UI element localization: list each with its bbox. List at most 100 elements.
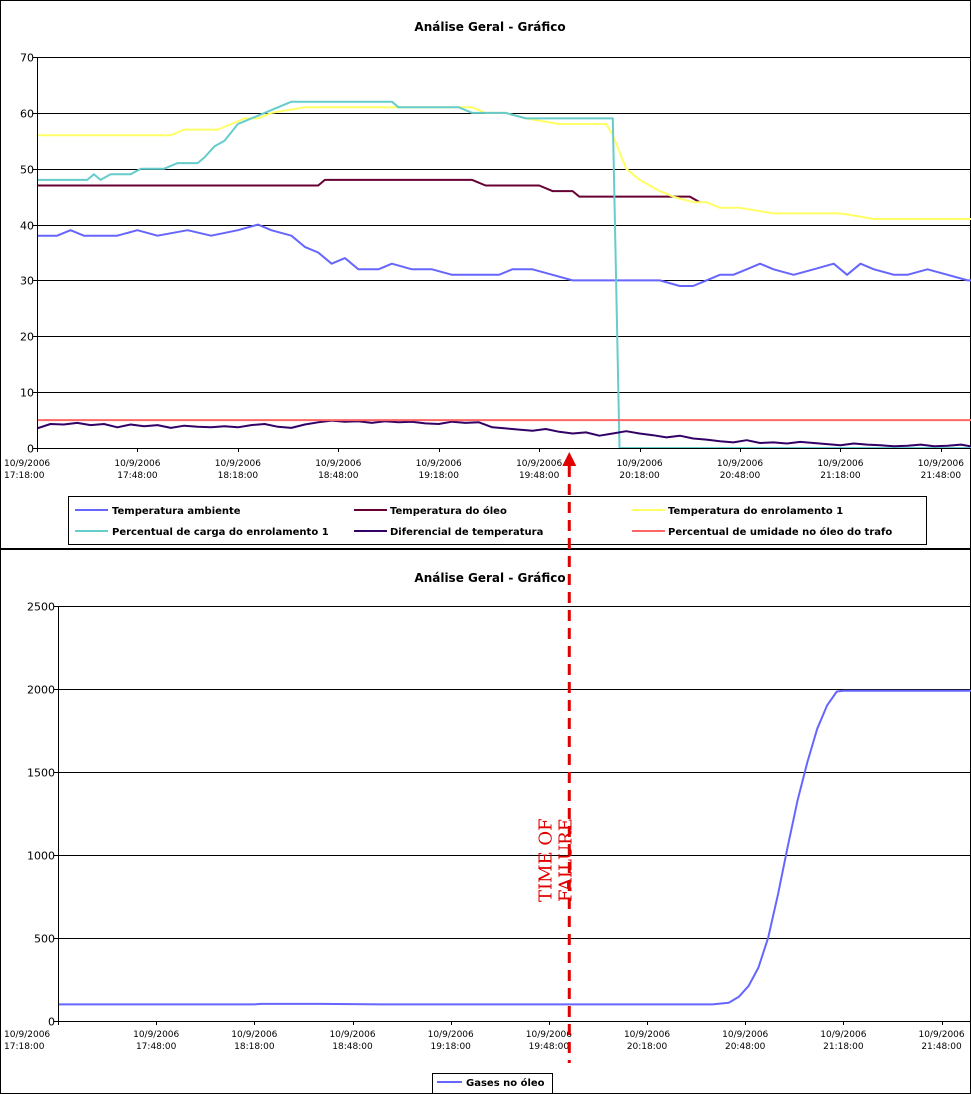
x-tick-label-8: 10/9/2006 21:18:00: [820, 1030, 866, 1052]
chart-1-legend-box: [68, 496, 927, 545]
x-tick-time: 17:18:00: [4, 1042, 45, 1052]
x-tick-time: 17:18:00: [4, 471, 45, 481]
x-tick-label-7: 10/9/2006 20:48:00: [717, 459, 763, 481]
x-tick-time: 18:18:00: [234, 1042, 275, 1052]
series-line-gases-no-oleo: [58, 689, 971, 1006]
x-tick-time: 21:48:00: [921, 1042, 962, 1052]
x-tick-date: 10/9/2006: [215, 459, 261, 469]
legend-item-temperatura-do-enrolamento: Temperatura do enrolamento 1: [632, 506, 843, 517]
x-tick-date: 10/9/2006: [231, 1030, 277, 1040]
x-tick-label-2: 10/9/2006 18:18:00: [231, 1030, 277, 1052]
y-tick-label-10: 10: [20, 387, 34, 400]
x-tick-time: 17:48:00: [136, 1042, 177, 1052]
series-line-temperatura-do-oleo: [37, 178, 701, 204]
legend-label-percentual-de-carga: Percentual de carga do enrolamento 1: [112, 527, 329, 538]
y-tick-label-30: 30: [20, 275, 34, 288]
x-tick-date: 10/9/2006: [428, 1030, 474, 1040]
x-tick-date: 10/9/2006: [416, 459, 462, 469]
x-tick-date: 10/9/2006: [4, 459, 50, 469]
x-tick-time: 19:48:00: [519, 471, 560, 481]
y-tick-label-2000: 2000: [27, 684, 55, 697]
x-tick-label-2: 10/9/2006 18:18:00: [215, 459, 261, 481]
legend-item-temperatura-ambiente: Temperatura ambiente: [75, 506, 241, 517]
legend-label-temperatura-ambiente: Temperatura ambiente: [112, 506, 241, 517]
legend-item-percentual-de-umidade: Percentual de umidade no óleo do trafo: [632, 526, 892, 538]
series-line-temperatura-ambiente: [37, 223, 971, 287]
x-tick-date: 10/9/2006: [315, 459, 361, 469]
x-tick-time: 20:48:00: [725, 1042, 766, 1052]
x-tick-date: 10/9/2006: [717, 459, 763, 469]
x-tick-date: 10/9/2006: [526, 1030, 572, 1040]
series-line-percentual-de-carga-do-enrolamento-1: [37, 100, 971, 449]
time-of-failure-annotation: TIME OF FAILURE: [535, 452, 577, 1063]
x-tick-label-0: 10/9/2006 17:18:00: [4, 459, 50, 481]
x-tick-time: 20:18:00: [619, 471, 660, 481]
chart-2-series: [58, 689, 971, 1006]
x-tick-time: 18:18:00: [218, 471, 259, 481]
legend-item-temperatura-do-oleo: Temperatura do óleo: [354, 505, 507, 517]
chart-1-title: Análise Geral - Gráfico: [414, 20, 565, 34]
chart-1-axes: [33, 57, 971, 452]
chart-2-frame: [0, 549, 971, 1094]
x-tick-time: 18:48:00: [318, 471, 359, 481]
x-tick-date: 10/9/2006: [820, 1030, 866, 1040]
y-tick-label-0: 0: [27, 443, 34, 456]
x-tick-date: 10/9/2006: [133, 1030, 179, 1040]
x-tick-date: 10/9/2006: [918, 1030, 964, 1040]
y-tick-label-70: 70: [20, 52, 34, 65]
legend-label-percentual-de-umidade: Percentual de umidade no óleo do trafo: [668, 526, 892, 538]
x-tick-time: 21:48:00: [921, 471, 962, 481]
x-tick-time: 21:18:00: [820, 471, 861, 481]
x-tick-label-5: 10/9/2006 19:48:00: [516, 459, 562, 481]
y-tick-label-60: 60: [20, 108, 34, 121]
x-tick-time: 20:48:00: [720, 471, 761, 481]
chart-2-gridlines: [58, 606, 971, 939]
chart-2-title: Análise Geral - Gráfico: [414, 571, 565, 585]
x-tick-time: 19:18:00: [419, 471, 460, 481]
x-tick-time: 19:48:00: [529, 1042, 570, 1052]
x-tick-label-8: 10/9/2006 21:18:00: [817, 459, 863, 481]
chart-2-tick-labels: 0500100015002000250010/9/200617:18:0010/…: [4, 601, 965, 1053]
series-line-diferencial-de-temperatura: [37, 419, 971, 448]
series-line-temperatura-do-enrolamento-1: [37, 106, 971, 220]
y-tick-label-1500: 1500: [27, 767, 55, 780]
chart-1-series: [37, 100, 971, 449]
x-tick-time: 18:48:00: [332, 1042, 373, 1052]
y-tick-label-2500: 2500: [27, 601, 55, 614]
y-tick-label-1000: 1000: [27, 850, 55, 863]
y-tick-label-500: 500: [34, 933, 55, 946]
x-tick-time: 21:18:00: [823, 1042, 864, 1052]
x-tick-label-9: 10/9/2006 21:48:00: [918, 459, 964, 481]
x-tick-date: 10/9/2006: [918, 459, 964, 469]
x-tick-label-9: 10/9/2006 21:48:00: [918, 1030, 964, 1052]
chart-2-legend: Gases no óleo: [432, 1073, 553, 1094]
x-tick-label-3: 10/9/2006 18:48:00: [315, 459, 361, 481]
legend-label-temperatura-do-oleo: Temperatura do óleo: [390, 505, 507, 517]
x-tick-time: 19:18:00: [430, 1042, 471, 1052]
legend-label-diferencial-de-temperatura: Diferencial de temperatura: [390, 527, 543, 538]
x-tick-label-1: 10/9/2006 17:48:00: [133, 1030, 179, 1052]
y-tick-label-40: 40: [20, 220, 34, 233]
legend-item-percentual-de-carga: Percentual de carga do enrolamento 1: [75, 527, 329, 538]
x-tick-time: 20:18:00: [627, 1042, 668, 1052]
x-tick-date: 10/9/2006: [817, 459, 863, 469]
x-tick-label-6: 10/9/2006 20:18:00: [624, 1030, 670, 1052]
failure-arrow-head: [562, 452, 577, 466]
x-tick-label-3: 10/9/2006 18:48:00: [329, 1030, 375, 1052]
x-tick-label-7: 10/9/2006 20:48:00: [722, 1030, 768, 1052]
legend-label-gases-no-oleo: Gases no óleo: [466, 1077, 545, 1089]
x-tick-label-4: 10/9/2006 19:18:00: [428, 1030, 474, 1052]
x-tick-date: 10/9/2006: [114, 459, 160, 469]
x-tick-date: 10/9/2006: [329, 1030, 375, 1040]
y-tick-label-50: 50: [20, 164, 34, 177]
x-tick-date: 10/9/2006: [516, 459, 562, 469]
x-tick-label-6: 10/9/2006 20:18:00: [617, 459, 663, 481]
x-tick-label-0: 10/9/2006 17:18:00: [4, 1030, 50, 1052]
y-tick-label-20: 20: [20, 331, 34, 344]
x-tick-date: 10/9/2006: [617, 459, 663, 469]
x-tick-date: 10/9/2006: [624, 1030, 670, 1040]
failure-label-line1: TIME OF: [535, 818, 556, 902]
failure-label-line2: FAILURE: [555, 818, 576, 902]
x-tick-label-1: 10/9/2006 17:48:00: [114, 459, 160, 481]
